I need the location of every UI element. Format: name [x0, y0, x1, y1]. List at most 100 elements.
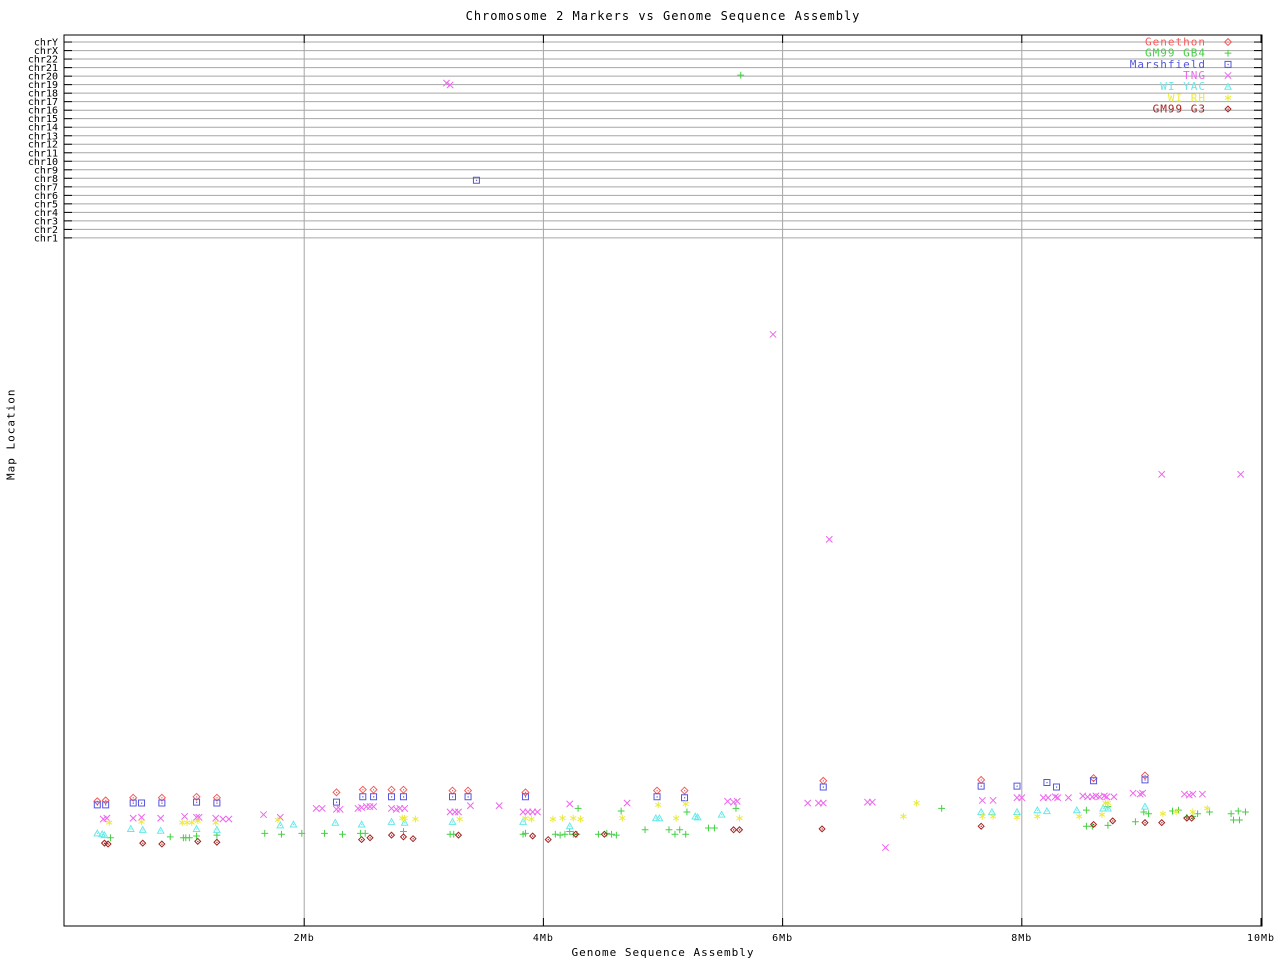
legend-label: TNG — [1183, 69, 1206, 82]
data-point — [369, 785, 378, 794]
data-point — [399, 785, 408, 794]
data-point — [1224, 49, 1232, 57]
data-point — [900, 813, 907, 820]
data-point — [339, 830, 346, 838]
data-point — [1242, 808, 1249, 816]
data-point — [566, 828, 574, 835]
y-tick-label: chr21 — [28, 63, 58, 74]
series-wi-rh — [106, 799, 1211, 827]
data-point — [138, 799, 146, 807]
data-point — [1141, 776, 1149, 784]
data-point — [528, 815, 535, 823]
data-point — [454, 808, 463, 816]
data-point — [1234, 807, 1242, 815]
data-point — [495, 802, 503, 810]
data-point — [359, 793, 367, 801]
data-point — [676, 826, 684, 834]
series-marshfield — [93, 176, 1149, 809]
data-point — [448, 817, 457, 825]
data-point — [261, 829, 269, 837]
data-point — [1129, 789, 1137, 797]
plot-border — [63, 34, 1263, 927]
data-point — [680, 786, 689, 795]
data-point — [100, 830, 109, 839]
data-point — [332, 798, 340, 806]
data-point — [819, 776, 828, 785]
y-tick-label: chr2 — [34, 225, 58, 236]
y-tick-label: chr9 — [34, 165, 58, 176]
data-point — [129, 799, 137, 807]
data-point — [1140, 771, 1150, 780]
data-point — [683, 808, 691, 816]
data-point — [1159, 810, 1167, 818]
data-point — [193, 798, 201, 806]
data-point — [519, 817, 528, 825]
data-point — [213, 799, 221, 807]
data-point — [1064, 794, 1072, 802]
data-point — [977, 775, 986, 784]
data-point — [185, 834, 193, 842]
data-point — [818, 825, 826, 833]
data-point — [399, 833, 408, 841]
data-point — [449, 793, 457, 801]
data-point — [693, 813, 702, 821]
legend-label: WI RH — [1168, 91, 1206, 104]
data-point — [193, 813, 201, 821]
y-tick-label: chr11 — [28, 148, 58, 159]
data-point — [989, 796, 997, 804]
data-point — [1099, 804, 1108, 812]
data-point — [366, 803, 374, 811]
legend-label: WI YAC — [1160, 80, 1206, 93]
y-tick-label: chr15 — [28, 114, 58, 125]
data-point — [1183, 814, 1191, 822]
x-tick-label: 8Mb — [1011, 933, 1032, 944]
data-point — [93, 829, 102, 837]
data-point — [188, 819, 195, 827]
data-point — [100, 839, 109, 847]
data-point — [1043, 779, 1051, 787]
data-point — [1140, 802, 1150, 810]
data-point — [213, 831, 221, 839]
data-point — [442, 79, 451, 87]
data-point — [166, 833, 174, 841]
data-point — [672, 814, 680, 822]
data-point — [332, 788, 341, 797]
data-point — [138, 825, 147, 833]
data-point — [158, 840, 166, 848]
data-point — [332, 805, 341, 813]
data-point — [387, 785, 396, 794]
data-point — [183, 819, 191, 827]
data-point — [401, 814, 408, 822]
data-point — [129, 814, 137, 822]
y-tick-label: chr17 — [28, 97, 58, 108]
data-point — [1103, 804, 1112, 812]
y-tick-label: chr18 — [28, 89, 58, 100]
data-point — [1033, 805, 1042, 814]
series-tng — [99, 79, 1245, 852]
legend-item-tng: TNG — [1183, 69, 1232, 82]
data-point — [705, 824, 712, 832]
data-point — [192, 824, 201, 832]
data-point — [1110, 793, 1118, 801]
data-point — [1189, 790, 1197, 798]
data-point — [193, 832, 200, 840]
x-axis-ticks: 2Mb 4Mb 6Mb 8Mb 10Mb — [294, 35, 1274, 944]
legend-marker-icon — [1223, 37, 1233, 47]
data-point — [370, 803, 378, 811]
data-point — [157, 814, 165, 822]
data-point — [769, 330, 777, 338]
y-tick-label: chr14 — [28, 123, 58, 134]
data-point — [464, 793, 472, 801]
data-point — [1227, 810, 1235, 818]
data-point — [158, 799, 166, 807]
data-point — [1224, 105, 1232, 113]
data-point — [1034, 813, 1041, 820]
data-point — [1224, 94, 1232, 102]
data-point — [617, 807, 625, 815]
series-wi-yac — [93, 802, 1150, 839]
data-point — [331, 818, 340, 826]
data-point — [737, 71, 745, 79]
y-tick-label: chr4 — [34, 208, 58, 219]
data-point — [312, 804, 320, 812]
